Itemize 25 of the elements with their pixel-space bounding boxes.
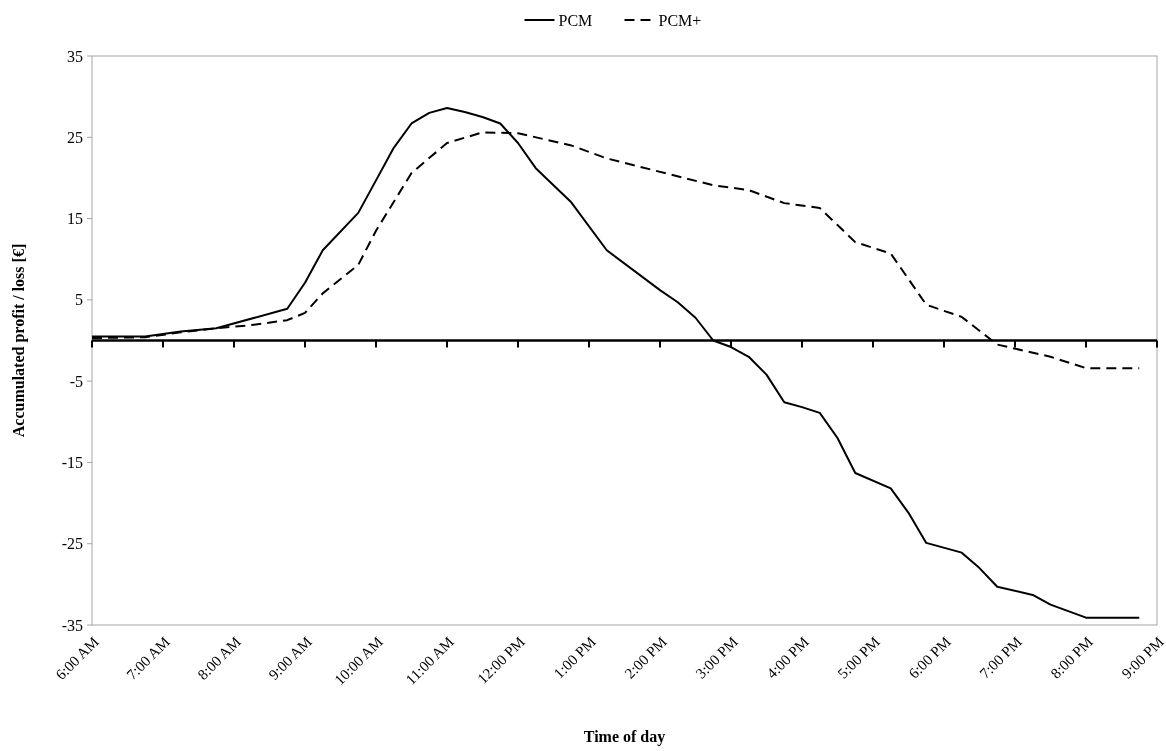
x-tick-label: 7:00 AM: [123, 633, 173, 683]
x-tick-label: 2:00 PM: [621, 633, 670, 682]
y-axis-title: Accumulated profit / loss [€]: [10, 243, 28, 438]
x-tick-label: 1:00 PM: [550, 633, 599, 682]
x-tick-label: 3:00 PM: [692, 633, 741, 682]
legend-label: PCM: [558, 11, 593, 29]
y-tick-label: 15: [67, 210, 83, 228]
x-tick-label: 4:00 PM: [763, 633, 812, 682]
x-tick-label: 6:00 PM: [905, 633, 954, 682]
x-axis-title: Time of day: [583, 728, 666, 746]
x-tick-label: 9:00 PM: [1118, 633, 1166, 682]
y-tick-label: -5: [69, 372, 83, 390]
x-tick-label: 8:00 PM: [1047, 633, 1096, 682]
y-tick-label: -25: [61, 535, 83, 553]
x-tick-label: 6:00 AM: [52, 633, 102, 683]
y-tick-label: 25: [67, 128, 83, 146]
y-tick-label: 35: [67, 47, 83, 65]
x-tick-label: 5:00 PM: [834, 633, 883, 682]
x-tick-label: 9:00 AM: [265, 633, 315, 683]
y-tick-label: -15: [61, 454, 83, 472]
y-tick-label: -35: [61, 616, 83, 634]
y-tick-label: 5: [75, 291, 83, 309]
x-tick-label: 8:00 AM: [194, 633, 244, 683]
legend-label: PCM+: [658, 11, 702, 29]
x-tick-label: 7:00 PM: [976, 633, 1025, 682]
